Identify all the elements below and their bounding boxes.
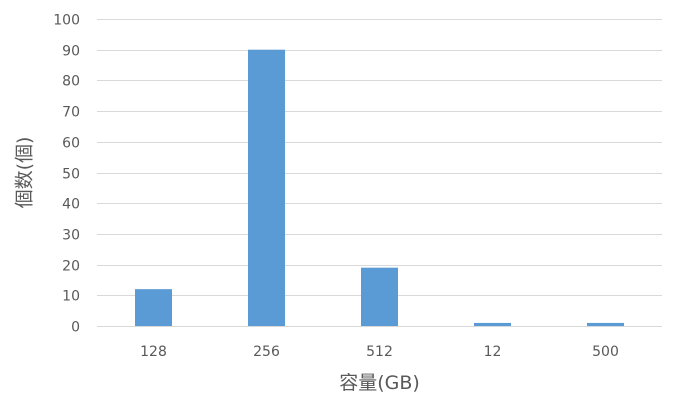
bars: [135, 49, 624, 326]
y-tick-label: 60: [62, 136, 80, 152]
x-tick-label: 128: [140, 344, 167, 360]
y-axis-title: 個数(個): [14, 137, 36, 209]
y-tick-label: 10: [62, 289, 80, 305]
bar-512: [361, 267, 398, 326]
bar-500: [587, 322, 624, 326]
y-tick-label: 100: [53, 13, 80, 29]
x-tick-label: 500: [592, 344, 619, 360]
x-tick-label: 256: [253, 344, 280, 360]
y-tick-label: 0: [71, 320, 80, 336]
x-tick-label: 12: [484, 344, 502, 360]
x-tick-label: 512: [366, 344, 393, 360]
y-tick-label: 20: [62, 259, 80, 275]
gridlines: [97, 19, 662, 327]
bar-128: [135, 289, 172, 326]
y-tick-label: 90: [62, 44, 80, 60]
y-tick-label: 30: [62, 228, 80, 244]
x-axis-title: 容量(GB): [339, 372, 420, 394]
y-tick-label: 70: [62, 105, 80, 121]
y-tick-label: 50: [62, 167, 80, 183]
y-tick-label: 40: [62, 197, 80, 213]
bar-256: [248, 49, 285, 326]
x-axis-ticks: 128 256 512 12 500: [140, 344, 619, 360]
y-tick-label: 80: [62, 74, 80, 90]
y-axis-ticks: 0 10 20 30 40 50 60 70 80 90 100: [53, 13, 80, 336]
bar-12: [474, 322, 511, 326]
